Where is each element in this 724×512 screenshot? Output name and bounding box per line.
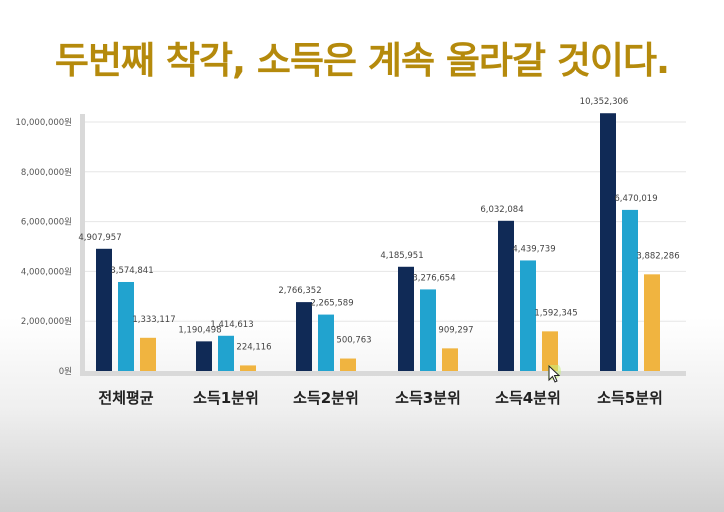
data-label: 4,439,739 — [512, 244, 555, 254]
bar — [118, 281, 134, 371]
category-label: 전체평균 — [98, 389, 153, 407]
data-label: 3,574,841 — [110, 266, 153, 276]
bar — [340, 358, 356, 371]
bar — [520, 260, 536, 371]
data-label: 1,333,117 — [132, 315, 175, 325]
grid-layer — [82, 121, 686, 322]
bar — [196, 341, 212, 371]
y-tick-label: 8,000,000원 — [21, 168, 72, 178]
category-label: 소득3분위 — [395, 389, 461, 407]
category-label: 소득4분위 — [495, 389, 561, 407]
bar — [622, 209, 638, 371]
bar — [240, 365, 256, 371]
headline-title: 두번째 착각, 소득은 계속 올라갈 것이다. — [54, 39, 670, 82]
bar — [442, 348, 458, 371]
data-label: 500,763 — [336, 336, 371, 346]
bar — [600, 113, 616, 372]
bar — [498, 220, 514, 371]
bar — [398, 266, 414, 371]
data-label: 2,265,589 — [310, 299, 353, 309]
bar — [96, 248, 112, 371]
y-tick-label: 6,000,000원 — [21, 218, 72, 228]
bar — [140, 337, 156, 371]
data-label: 3,276,654 — [412, 273, 455, 283]
data-label: 4,907,957 — [78, 233, 121, 243]
data-label: 2,766,352 — [278, 286, 321, 296]
data-label: 4,185,951 — [380, 251, 423, 261]
x-axis-line — [80, 371, 686, 376]
category-label: 소득1분위 — [193, 389, 259, 407]
data-label: 909,297 — [438, 325, 473, 335]
data-label: 10,352,306 — [580, 97, 629, 107]
category-label-layer: 전체평균 소득1분위 소득2분위 소득3분위 소득4분위 소득5분위 — [98, 389, 662, 407]
label-layer: 4,907,957 3,574,841 1,333,1171,190,4981,41… — [78, 97, 679, 352]
bar — [542, 331, 558, 371]
bar — [318, 314, 334, 371]
y-tick-label: 10,000,000원 — [16, 118, 73, 128]
data-label: 224,116 — [236, 342, 271, 352]
bar-layer — [96, 113, 660, 372]
bar — [644, 274, 660, 371]
data-label: 6,470,019 — [614, 194, 657, 204]
data-label: 1,414,613 — [210, 320, 253, 330]
mouse-cursor-icon — [548, 365, 561, 383]
y-tick-label: 2,000,000원 — [21, 317, 72, 327]
bar — [218, 335, 234, 371]
bar — [420, 289, 436, 371]
data-label: 6,032,084 — [480, 205, 523, 215]
axis-layer: 0원 2,000,000원 4,000,000원 6,000,000원 8,000,00… — [16, 114, 686, 377]
data-label: 3,882,286 — [636, 251, 679, 261]
y-tick-label: 0원 — [59, 367, 72, 377]
category-label: 소득5분위 — [597, 389, 663, 407]
bar — [296, 302, 312, 371]
y-axis-line — [80, 114, 85, 373]
data-label: 1,190,498 — [178, 325, 221, 335]
data-label: 1,592,345 — [534, 308, 577, 318]
category-label: 소득2분위 — [293, 389, 359, 407]
y-tick-label: 4,000,000원 — [21, 267, 72, 277]
